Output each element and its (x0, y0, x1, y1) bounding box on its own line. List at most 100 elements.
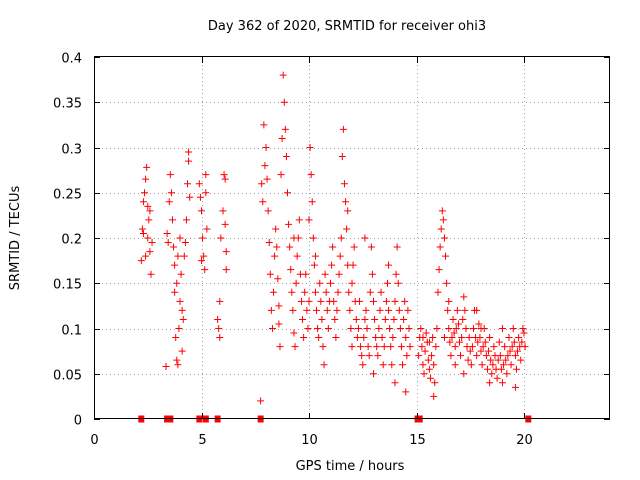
data-point (267, 306, 275, 314)
data-point (196, 193, 204, 201)
data-point (198, 207, 205, 215)
data-point (429, 334, 437, 342)
data-point (202, 189, 210, 197)
data-point (503, 370, 511, 378)
data-point (199, 234, 207, 242)
data-point (406, 343, 414, 351)
data-point (291, 343, 299, 351)
data-point (500, 361, 508, 369)
data-point (142, 252, 150, 260)
data-point (285, 220, 293, 228)
data-point (167, 189, 175, 197)
data-point (518, 338, 526, 346)
data-point (303, 306, 311, 314)
data-point (315, 334, 323, 342)
data-point (163, 229, 171, 237)
data-point (392, 270, 400, 278)
data-point (216, 334, 224, 342)
data-point (478, 361, 486, 369)
data-point (391, 379, 399, 387)
data-point (353, 334, 361, 342)
y-tick-label: 0.1 (61, 324, 82, 339)
data-point (352, 315, 360, 323)
data-point (139, 229, 147, 237)
data-point (178, 306, 186, 314)
data-point (499, 325, 506, 332)
data-point (313, 306, 321, 314)
data-point (175, 325, 183, 332)
data-point (198, 257, 205, 265)
data-point (334, 288, 342, 296)
data-point (453, 306, 461, 314)
data-point (446, 338, 454, 346)
data-point (260, 121, 268, 129)
data-point (370, 297, 377, 305)
x-tick-label: 5 (198, 433, 206, 448)
data-point (367, 243, 375, 251)
data-point (308, 198, 316, 206)
data-point (295, 216, 303, 224)
data-point (346, 306, 354, 314)
data-point (148, 239, 156, 247)
data-point (361, 315, 369, 323)
x-tick-labels: 0 5 10 15 20 (90, 433, 532, 448)
data-point (448, 334, 456, 342)
data-point (360, 334, 368, 342)
data-points (137, 71, 532, 423)
data-point (514, 347, 522, 355)
data-point (495, 338, 503, 346)
data-point (335, 270, 343, 278)
data-point (348, 343, 356, 351)
data-point (286, 243, 294, 251)
data-point (143, 163, 151, 171)
data-point (174, 361, 182, 369)
data-point (372, 334, 380, 342)
grid-lines (94, 57, 610, 419)
data-point (311, 288, 319, 296)
data-point (266, 270, 274, 278)
data-point (141, 189, 149, 197)
data-point (519, 325, 527, 332)
data-point (342, 198, 350, 206)
data-point (473, 352, 481, 360)
data-point (488, 370, 496, 378)
data-point (363, 325, 371, 332)
data-point (323, 306, 331, 314)
data-point (297, 297, 305, 305)
data-point (142, 175, 150, 183)
data-point (439, 216, 447, 224)
data-point (483, 365, 491, 373)
data-point (179, 315, 187, 323)
data-point (402, 334, 410, 342)
data-point (222, 248, 230, 256)
data-point (394, 279, 402, 287)
data-point (377, 288, 385, 296)
data-point (460, 293, 468, 301)
data-point (428, 352, 436, 360)
data-point (389, 334, 397, 342)
data-point (214, 315, 222, 323)
data-point (174, 252, 182, 260)
data-point (477, 347, 485, 355)
data-point (219, 207, 227, 215)
data-point (307, 171, 315, 179)
data-point (421, 347, 429, 355)
data-point (177, 270, 185, 278)
data-point (302, 270, 310, 278)
data-point (452, 325, 460, 332)
data-point (221, 220, 229, 228)
data-point (319, 343, 327, 351)
data-point (382, 297, 390, 305)
data-point (469, 325, 477, 332)
data-point (376, 306, 384, 314)
y-tick-label: 0.25 (53, 188, 82, 203)
data-point (357, 343, 365, 351)
data-point (419, 361, 427, 369)
data-point (447, 352, 455, 360)
data-point (320, 361, 328, 369)
data-point (271, 252, 279, 260)
data-point (340, 180, 348, 188)
data-point (504, 352, 512, 360)
data-point (311, 252, 319, 260)
